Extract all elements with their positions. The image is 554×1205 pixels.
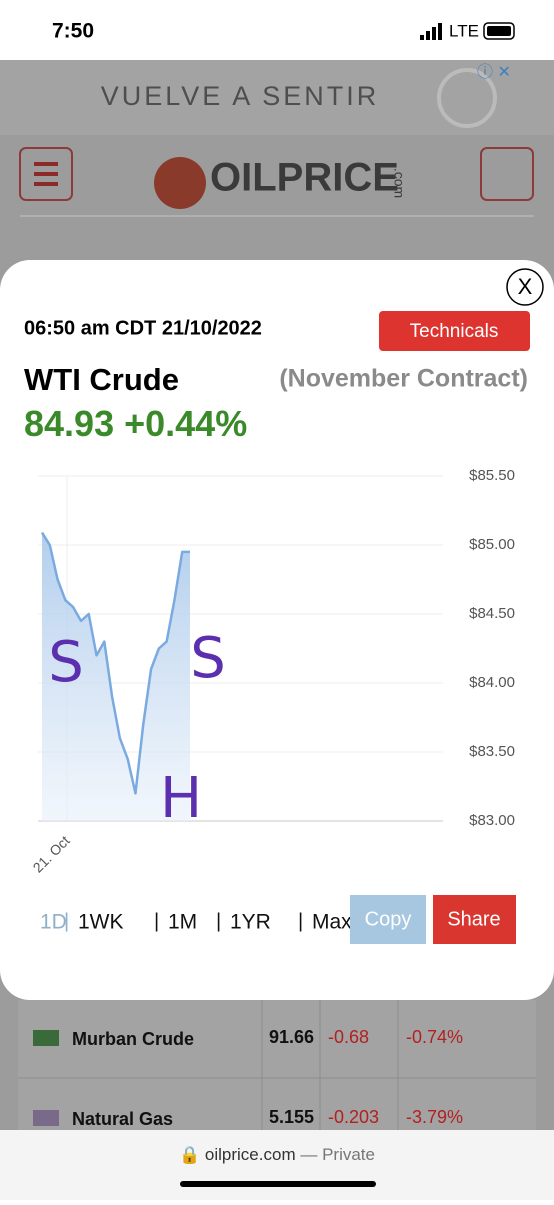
- browser-mode: — Private: [300, 1145, 375, 1164]
- range-option[interactable]: 1WK: [78, 911, 124, 934]
- share-button[interactable]: [433, 895, 516, 944]
- timestamp: 06:50 am CDT 21/10/2022: [24, 317, 262, 339]
- divider: [20, 215, 534, 217]
- site-logo-icon: [154, 157, 206, 209]
- ad-info[interactable]: ⓘ ✕: [477, 63, 511, 81]
- line: [40, 531, 190, 795]
- status-time: 7:50: [52, 20, 94, 43]
- home-indicator: [180, 1181, 376, 1187]
- table-cell: -0.203: [328, 1107, 379, 1127]
- range-separator: |: [298, 910, 303, 932]
- annotation: S: [190, 626, 226, 691]
- flag: [33, 1030, 59, 1046]
- chat-button[interactable]: [480, 147, 534, 201]
- range-option[interactable]: Max: [312, 911, 352, 934]
- url: oilprice.com: [205, 1145, 296, 1164]
- range-option[interactable]: 1M: [168, 911, 197, 934]
- browser-bar: [0, 1130, 554, 1200]
- share-label[interactable]: Share: [447, 908, 500, 930]
- price-line: 84.93 +0.44%: [24, 403, 247, 444]
- site-logo-suffix: .com: [391, 168, 407, 198]
- battery-level: [487, 26, 511, 36]
- ad-logo: [437, 68, 497, 128]
- status-network: LTE: [449, 21, 479, 40]
- table-cell: 91.66: [269, 1027, 314, 1047]
- y-tick-label: $83.50: [469, 743, 515, 760]
- table-background: [18, 1000, 536, 1130]
- close-label[interactable]: X: [518, 274, 533, 299]
- copy-button[interactable]: [350, 895, 426, 944]
- range-option[interactable]: 1D: [40, 911, 67, 934]
- range-option[interactable]: 1YR: [230, 911, 271, 934]
- copy-label[interactable]: Copy: [365, 908, 412, 930]
- y-tick-label: $84.00: [469, 674, 515, 691]
- y-tick-label: $85.50: [469, 467, 515, 484]
- signal: [420, 23, 442, 40]
- range-separator: |: [154, 910, 159, 932]
- change: +0.44%: [124, 403, 247, 444]
- ad-text: VUELVE A SENTIR: [101, 81, 380, 111]
- menu-button[interactable]: [19, 147, 73, 201]
- technicals-button[interactable]: [379, 311, 530, 351]
- table-cell: 5.155: [269, 1107, 314, 1127]
- annotation: S: [48, 630, 84, 695]
- y-tick-label: $84.50: [469, 605, 515, 622]
- table-cell: -0.68: [328, 1027, 369, 1047]
- table-cell: Murban Crude: [72, 1029, 194, 1049]
- table-cell: -0.74%: [406, 1027, 463, 1047]
- instrument-name: WTI Crude: [24, 362, 179, 397]
- range-separator: |: [216, 910, 221, 932]
- menu-icon: [34, 162, 58, 186]
- site-logo: OILPRICE: [210, 156, 399, 200]
- price: 84.93: [24, 403, 114, 444]
- y-tick-label: $83.00: [469, 812, 515, 829]
- y-tick-label: $85.00: [469, 536, 515, 553]
- annotation: H: [160, 766, 202, 831]
- technicals-label[interactable]: Technicals: [410, 321, 499, 342]
- range-separator: |: [64, 910, 69, 932]
- battery: [483, 22, 515, 40]
- status-bar: [0, 0, 554, 60]
- flag: [33, 1110, 59, 1126]
- contract: (November Contract): [279, 365, 528, 393]
- range-selector: 1D| 1WK | 1M | 1YR | Max: [40, 910, 352, 933]
- table-cell: Natural Gas: [72, 1109, 173, 1129]
- table-cell: -3.79%: [406, 1107, 463, 1127]
- area: [42, 532, 190, 821]
- price-table: Murban Crude 91.66 -0.68 -0.74% Natural Gas 5…: [18, 1000, 536, 1130]
- close-button[interactable]: [506, 268, 544, 306]
- url-line: 🔒 oilprice.com — Private: [179, 1145, 375, 1164]
